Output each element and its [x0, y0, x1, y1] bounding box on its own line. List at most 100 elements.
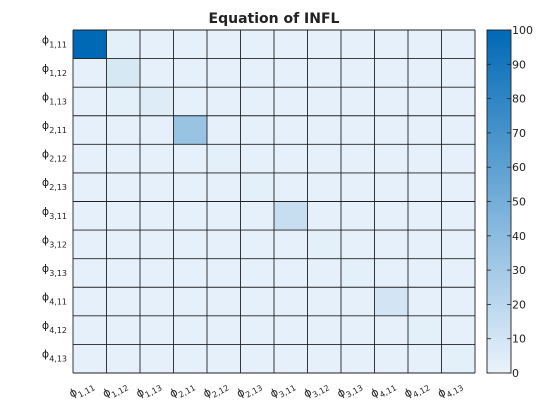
- row-label: ϕ2,11: [42, 119, 67, 135]
- heatmap-cell: [274, 30, 308, 59]
- heatmap-cell: [73, 315, 107, 345]
- heatmap-cell: [207, 230, 241, 259]
- heatmap-cell: [240, 258, 275, 288]
- heatmap-cell: [173, 258, 208, 288]
- heatmap-cell: [207, 172, 241, 202]
- heatmap-cell: [240, 144, 275, 174]
- colorbar: 0 10 20 30 40 50 60 70 80 90 100: [486, 24, 533, 380]
- heatmap-cell: [441, 201, 476, 231]
- colorbar-tick-label: 70: [512, 127, 526, 140]
- heatmap-cell: [341, 344, 375, 374]
- heatmap-cell: [374, 58, 409, 88]
- heatmap-cell: [341, 58, 375, 88]
- heatmap-cell: [408, 315, 442, 345]
- heatmap-cell: [173, 315, 208, 345]
- heatmap-cell: [307, 230, 342, 259]
- heatmap-cell: [173, 58, 208, 88]
- heatmap-cell: [106, 30, 141, 59]
- heatmap-cell: [140, 30, 174, 59]
- heatmap-cell: [408, 58, 442, 88]
- heatmap-cell: [341, 172, 375, 202]
- heatmap-cell: [441, 172, 476, 202]
- heatmap-cell: [140, 230, 174, 259]
- column-labels: ϕ1,11 ϕ1,12 ϕ1,13 ϕ2,11 ϕ2,12 ϕ2,13 ϕ3,11 ϕ3,12…: [67, 377, 465, 403]
- heatmap-cell: [307, 172, 342, 202]
- heatmap-cell: [374, 30, 409, 59]
- row-label: ϕ2,12: [42, 148, 67, 164]
- row-label: ϕ3,12: [42, 233, 67, 249]
- heatmap-cell: [274, 344, 308, 374]
- heatmap-cell: [341, 115, 375, 145]
- heatmap-cells: [73, 30, 476, 374]
- heatmap-cell: [341, 144, 375, 174]
- heatmap-cell: [441, 87, 476, 117]
- heatmap-cell: [240, 172, 275, 202]
- heatmap-cell: [73, 201, 107, 231]
- heatmap-cell: [307, 315, 342, 345]
- column-label: ϕ3,12: [301, 377, 331, 403]
- heatmap-cell: [207, 201, 241, 231]
- heatmap-cell: [73, 344, 107, 374]
- heatmap-cell: [274, 315, 308, 345]
- row-label: ϕ2,13: [42, 176, 67, 192]
- colorbar-tick-label: 50: [512, 196, 526, 209]
- heatmap-cell: [307, 201, 342, 231]
- heatmap-cell: [73, 30, 107, 59]
- heatmap-cell: [274, 172, 308, 202]
- heatmap-cell: [374, 172, 409, 202]
- column-label: ϕ2,11: [167, 377, 197, 403]
- heatmap-cell: [307, 287, 342, 317]
- heatmap-cell: [207, 115, 241, 145]
- heatmap-cell: [441, 258, 476, 288]
- heatmap-cell: [408, 172, 442, 202]
- column-label: ϕ1,11: [67, 377, 97, 403]
- heatmap-cell: [73, 87, 107, 117]
- heatmap-cell: [307, 30, 342, 59]
- heatmap-cell: [341, 30, 375, 59]
- heatmap-cell: [374, 87, 409, 117]
- heatmap-cell: [274, 87, 308, 117]
- heatmap-cell: [73, 144, 107, 174]
- row-labels: ϕ1,11 ϕ1,12 ϕ1,13 ϕ2,11 ϕ2,12 ϕ2,13 ϕ3,11 ϕ3,12…: [42, 33, 67, 363]
- heatmap-cell: [207, 87, 241, 117]
- column-label: ϕ3,11: [268, 377, 298, 403]
- heatmap-cell: [106, 315, 141, 345]
- heatmap-cell: [207, 287, 241, 317]
- heatmap-cell: [173, 172, 208, 202]
- heatmap-cell: [73, 115, 107, 145]
- heatmap-cell: [173, 144, 208, 174]
- heatmap-cell: [173, 115, 208, 145]
- heatmap-cell: [106, 258, 141, 288]
- row-label: ϕ4,11: [42, 291, 67, 307]
- heatmap-cell: [341, 315, 375, 345]
- column-label: ϕ2,13: [234, 377, 264, 403]
- heatmap-cell: [207, 144, 241, 174]
- heatmap-cell: [240, 115, 275, 145]
- colorbar-tick-label: 60: [512, 161, 526, 174]
- heatmap-cell: [274, 144, 308, 174]
- heatmap-cell: [207, 30, 241, 59]
- heatmap-cell: [207, 344, 241, 374]
- heatmap-cell: [341, 258, 375, 288]
- heatmap-cell: [441, 287, 476, 317]
- heatmap-cell: [408, 201, 442, 231]
- heatmap-cell: [307, 144, 342, 174]
- heatmap-cell: [240, 230, 275, 259]
- heatmap-cell: [173, 87, 208, 117]
- heatmap-cell: [274, 287, 308, 317]
- heatmap-cell: [274, 201, 308, 231]
- heatmap-cell: [240, 58, 275, 88]
- colorbar-tick-label: 80: [512, 93, 526, 106]
- heatmap-cell: [140, 287, 174, 317]
- heatmap-cell: [106, 201, 141, 231]
- heatmap-cell: [173, 344, 208, 374]
- row-label: ϕ4,13: [42, 348, 67, 364]
- column-label: ϕ1,13: [134, 377, 164, 403]
- heatmap-cell: [408, 287, 442, 317]
- heatmap-cell: [408, 87, 442, 117]
- column-label: ϕ3,13: [335, 377, 365, 403]
- heatmap-cell: [441, 315, 476, 345]
- heatmap-cell: [173, 201, 208, 231]
- heatmap-cell: [274, 58, 308, 88]
